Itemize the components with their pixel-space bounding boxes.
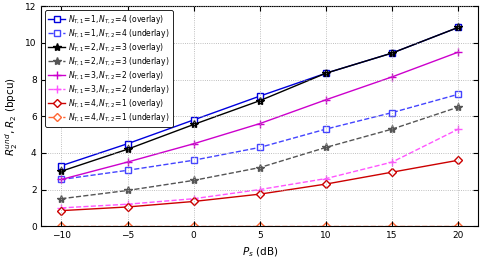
$N_{T,1}\!=\!1,N_{T,2}\!=\!4$ (overlay) (124, 142, 130, 145)
$N_{T,1}\!=\!2,N_{T,2}\!=\!3$ (underlay) (124, 189, 130, 192)
$N_{T,1}\!=\!1,N_{T,2}\!=\!4$ (overlay) (191, 118, 196, 122)
$N_{T,1}\!=\!2,N_{T,2}\!=\!3$ (underlay) (323, 146, 328, 149)
$N_{T,1}\!=\!2,N_{T,2}\!=\!3$ (overlay) (388, 51, 394, 54)
$N_{T,1}\!=\!4,N_{T,2}\!=\!1$ (underlay) (191, 224, 196, 227)
$N_{T,1}\!=\!3,N_{T,2}\!=\!2$ (overlay) (59, 178, 64, 181)
$N_{T,1}\!=\!3,N_{T,2}\!=\!2$ (underlay) (323, 177, 328, 180)
$N_{T,1}\!=\!1,N_{T,2}\!=\!4$ (overlay) (455, 26, 460, 29)
$N_{T,1}\!=\!1,N_{T,2}\!=\!4$ (underlay) (455, 93, 460, 96)
Line: $N_{T,1}\!=\!3,N_{T,2}\!=\!2$ (underlay): $N_{T,1}\!=\!3,N_{T,2}\!=\!2$ (underlay) (57, 125, 462, 212)
$N_{T,1}\!=\!4,N_{T,2}\!=\!1$ (underlay) (59, 224, 64, 227)
$N_{T,1}\!=\!4,N_{T,2}\!=\!1$ (overlay) (455, 159, 460, 162)
$N_{T,1}\!=\!2,N_{T,2}\!=\!3$ (overlay) (256, 99, 262, 102)
$N_{T,1}\!=\!1,N_{T,2}\!=\!4$ (underlay) (388, 111, 394, 114)
$N_{T,1}\!=\!4,N_{T,2}\!=\!1$ (overlay) (59, 209, 64, 212)
$N_{T,1}\!=\!4,N_{T,2}\!=\!1$ (overlay) (323, 182, 328, 185)
$N_{T,1}\!=\!4,N_{T,2}\!=\!1$ (overlay) (256, 193, 262, 196)
$N_{T,1}\!=\!2,N_{T,2}\!=\!3$ (overlay) (323, 72, 328, 75)
Line: $N_{T,1}\!=\!2,N_{T,2}\!=\!3$ (overlay): $N_{T,1}\!=\!2,N_{T,2}\!=\!3$ (overlay) (57, 23, 462, 175)
$N_{T,1}\!=\!1,N_{T,2}\!=\!4$ (overlay) (59, 164, 64, 167)
$N_{T,1}\!=\!1,N_{T,2}\!=\!4$ (underlay) (59, 178, 64, 181)
$N_{T,1}\!=\!1,N_{T,2}\!=\!4$ (underlay) (124, 169, 130, 172)
$N_{T,1}\!=\!4,N_{T,2}\!=\!1$ (overlay) (191, 200, 196, 203)
X-axis label: $P_s$ (dB): $P_s$ (dB) (241, 245, 277, 259)
$N_{T,1}\!=\!1,N_{T,2}\!=\!4$ (underlay) (191, 159, 196, 162)
$N_{T,1}\!=\!2,N_{T,2}\!=\!3$ (overlay) (124, 148, 130, 151)
$N_{T,1}\!=\!3,N_{T,2}\!=\!2$ (overlay) (388, 75, 394, 78)
$N_{T,1}\!=\!2,N_{T,2}\!=\!3$ (overlay) (59, 170, 64, 173)
Line: $N_{T,1}\!=\!4,N_{T,2}\!=\!1$ (underlay): $N_{T,1}\!=\!4,N_{T,2}\!=\!1$ (underlay) (59, 223, 460, 229)
$N_{T,1}\!=\!3,N_{T,2}\!=\!2$ (underlay) (256, 188, 262, 191)
$N_{T,1}\!=\!3,N_{T,2}\!=\!2$ (overlay) (256, 122, 262, 125)
Line: $N_{T,1}\!=\!2,N_{T,2}\!=\!3$ (underlay): $N_{T,1}\!=\!2,N_{T,2}\!=\!3$ (underlay) (57, 103, 462, 203)
$N_{T,1}\!=\!4,N_{T,2}\!=\!1$ (underlay) (388, 224, 394, 227)
Line: $N_{T,1}\!=\!3,N_{T,2}\!=\!2$ (overlay): $N_{T,1}\!=\!3,N_{T,2}\!=\!2$ (overlay) (57, 48, 462, 184)
$N_{T,1}\!=\!1,N_{T,2}\!=\!4$ (underlay) (256, 146, 262, 149)
$N_{T,1}\!=\!3,N_{T,2}\!=\!2$ (underlay) (124, 203, 130, 206)
$N_{T,1}\!=\!3,N_{T,2}\!=\!2$ (overlay) (124, 161, 130, 164)
Y-axis label: $R_2^{und}$, $R_2$ (bpcu): $R_2^{und}$, $R_2$ (bpcu) (3, 77, 20, 156)
$N_{T,1}\!=\!2,N_{T,2}\!=\!3$ (underlay) (388, 128, 394, 131)
$N_{T,1}\!=\!2,N_{T,2}\!=\!3$ (underlay) (59, 197, 64, 200)
$N_{T,1}\!=\!4,N_{T,2}\!=\!1$ (underlay) (323, 224, 328, 227)
$N_{T,1}\!=\!3,N_{T,2}\!=\!2$ (underlay) (191, 197, 196, 200)
Line: $N_{T,1}\!=\!1,N_{T,2}\!=\!4$ (overlay): $N_{T,1}\!=\!1,N_{T,2}\!=\!4$ (overlay) (59, 25, 460, 168)
$N_{T,1}\!=\!1,N_{T,2}\!=\!4$ (overlay) (323, 72, 328, 75)
$N_{T,1}\!=\!4,N_{T,2}\!=\!1$ (overlay) (124, 205, 130, 209)
$N_{T,1}\!=\!2,N_{T,2}\!=\!3$ (underlay) (191, 179, 196, 182)
Line: $N_{T,1}\!=\!1,N_{T,2}\!=\!4$ (underlay): $N_{T,1}\!=\!1,N_{T,2}\!=\!4$ (underlay) (59, 91, 460, 182)
$N_{T,1}\!=\!2,N_{T,2}\!=\!3$ (overlay) (455, 26, 460, 29)
$N_{T,1}\!=\!2,N_{T,2}\!=\!3$ (overlay) (191, 123, 196, 126)
$N_{T,1}\!=\!4,N_{T,2}\!=\!1$ (underlay) (256, 224, 262, 227)
$N_{T,1}\!=\!1,N_{T,2}\!=\!4$ (overlay) (256, 95, 262, 98)
$N_{T,1}\!=\!2,N_{T,2}\!=\!3$ (underlay) (455, 106, 460, 109)
$N_{T,1}\!=\!3,N_{T,2}\!=\!2$ (underlay) (59, 206, 64, 209)
$N_{T,1}\!=\!3,N_{T,2}\!=\!2$ (overlay) (191, 142, 196, 145)
$N_{T,1}\!=\!1,N_{T,2}\!=\!4$ (underlay) (323, 128, 328, 131)
$N_{T,1}\!=\!3,N_{T,2}\!=\!2$ (underlay) (388, 161, 394, 164)
$N_{T,1}\!=\!2,N_{T,2}\!=\!3$ (underlay) (256, 166, 262, 169)
$N_{T,1}\!=\!4,N_{T,2}\!=\!1$ (overlay) (388, 171, 394, 174)
$N_{T,1}\!=\!3,N_{T,2}\!=\!2$ (overlay) (323, 98, 328, 101)
$N_{T,1}\!=\!1,N_{T,2}\!=\!4$ (overlay) (388, 51, 394, 54)
$N_{T,1}\!=\!3,N_{T,2}\!=\!2$ (overlay) (455, 51, 460, 54)
Legend: $N_{T,1}\!=\!1,N_{T,2}\!=\!4$ (overlay), $N_{T,1}\!=\!1,N_{T,2}\!=\!4$ (underlay: $N_{T,1}\!=\!1,N_{T,2}\!=\!4$ (overlay),… (45, 10, 172, 127)
$N_{T,1}\!=\!3,N_{T,2}\!=\!2$ (underlay) (455, 128, 460, 131)
$N_{T,1}\!=\!4,N_{T,2}\!=\!1$ (underlay) (124, 224, 130, 227)
$N_{T,1}\!=\!4,N_{T,2}\!=\!1$ (underlay) (455, 224, 460, 227)
Line: $N_{T,1}\!=\!4,N_{T,2}\!=\!1$ (overlay): $N_{T,1}\!=\!4,N_{T,2}\!=\!1$ (overlay) (59, 157, 460, 214)
